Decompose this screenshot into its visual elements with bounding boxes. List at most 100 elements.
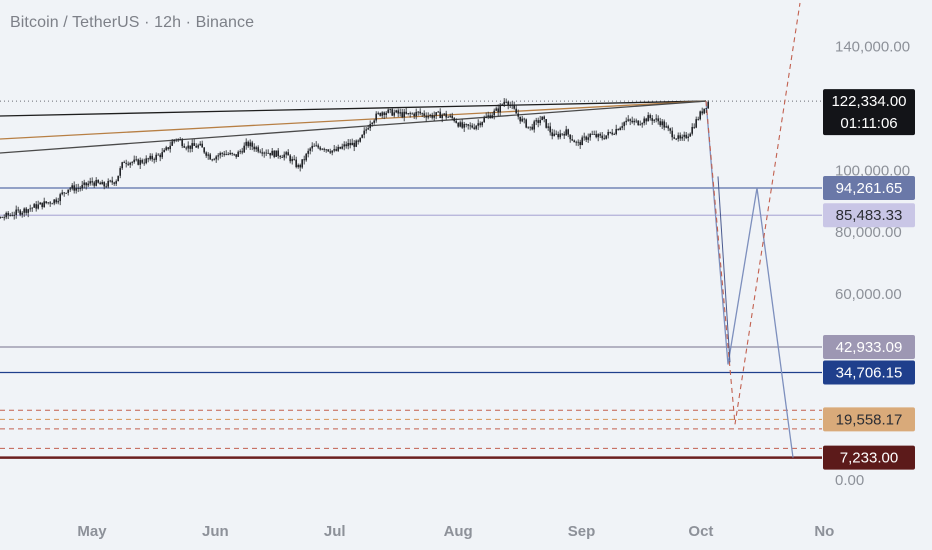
candle-body: [225, 153, 227, 155]
candle-body: [121, 162, 123, 169]
candle-body: [417, 111, 419, 113]
candle-body: [159, 154, 161, 158]
candle-body: [533, 121, 535, 130]
candle-body: [367, 128, 369, 130]
candle-countdown: 01:11:06: [840, 115, 897, 132]
candle-body: [251, 142, 253, 147]
candle-body: [77, 188, 79, 189]
candle-body: [585, 136, 587, 140]
candle-body: [363, 130, 365, 135]
candle-body: [471, 125, 473, 128]
candle-body: [193, 143, 195, 146]
candle-body: [75, 188, 77, 191]
candle-body: [659, 121, 661, 126]
candle-body: [191, 143, 193, 149]
candle-body: [501, 104, 503, 106]
candle-body: [559, 133, 561, 138]
current-price-badge: [823, 89, 915, 136]
candle-body: [413, 113, 415, 117]
candle-body: [181, 140, 183, 147]
candle-body: [323, 148, 325, 150]
candle-body: [289, 155, 291, 162]
candle-body: [311, 145, 313, 149]
candle-body: [117, 175, 119, 182]
candle-body: [255, 147, 257, 150]
candle-body: [23, 208, 25, 213]
candle-body: [347, 142, 349, 147]
candle-body: [691, 126, 693, 134]
candle-body: [607, 131, 609, 136]
candle-body: [13, 214, 15, 216]
candle-body: [175, 139, 177, 141]
candle-body: [9, 215, 11, 216]
candle-body: [281, 157, 283, 158]
candle-body: [35, 204, 37, 209]
candle-body: [307, 150, 309, 154]
candle-body: [73, 185, 75, 191]
candle-body: [517, 113, 519, 117]
candle-body: [47, 202, 49, 204]
candles: [0, 98, 709, 221]
candle-body: [339, 146, 341, 149]
candle-body: [49, 202, 51, 204]
x-axis-tick-label: May: [77, 523, 107, 540]
candle-body: [469, 125, 471, 127]
candle-body: [101, 182, 103, 185]
candle-body: [615, 128, 617, 135]
candle-body: [279, 156, 281, 158]
candle-body: [327, 149, 329, 152]
candle-body: [669, 128, 671, 131]
candle-body: [353, 142, 355, 147]
candle-body: [65, 192, 67, 194]
candle-body: [645, 118, 647, 122]
candle-body: [277, 150, 279, 157]
candle-body: [187, 145, 189, 149]
candle-body: [351, 142, 353, 146]
candle-body: [167, 147, 169, 150]
candle-body: [373, 120, 375, 123]
candle-body: [407, 113, 409, 114]
candle-body: [1, 216, 3, 218]
price-badges: 122,334.00 01:11:06 94,261.65 85,483.33 42,9…: [823, 89, 915, 470]
candle-body: [647, 115, 649, 122]
candle-body: [269, 152, 271, 156]
candle-body: [41, 202, 43, 208]
candle-body: [403, 111, 405, 118]
candle-body: [87, 183, 89, 186]
candle-body: [599, 134, 601, 136]
candle-body: [611, 132, 613, 135]
candle-body: [81, 184, 83, 189]
candle-body: [605, 135, 607, 139]
candle-body: [693, 126, 695, 128]
candle-body: [653, 119, 655, 121]
candle-body: [573, 140, 575, 143]
candle-body: [681, 136, 683, 139]
candle-body: [459, 122, 461, 127]
candle-body: [387, 109, 389, 113]
candle-body: [581, 137, 583, 146]
candle-body: [603, 138, 605, 140]
candle-body: [461, 122, 463, 128]
candle-body: [169, 145, 171, 150]
candle-body: [465, 123, 467, 125]
candle-body: [423, 113, 425, 116]
level-price-badge: [823, 407, 915, 432]
candle-body: [237, 151, 239, 157]
candle-body: [529, 126, 531, 128]
candle-body: [639, 124, 641, 126]
candle-body: [595, 133, 597, 138]
candle-body: [707, 101, 709, 109]
candle-body: [45, 201, 47, 203]
drawings: [0, 2, 801, 458]
candle-body: [291, 158, 293, 162]
candle-body: [395, 110, 397, 113]
candle-body: [103, 182, 105, 187]
candle-body: [429, 114, 431, 116]
candle-body: [123, 162, 125, 164]
level-price-badge-text: 34,706.15: [836, 364, 903, 381]
trendline-gray: [0, 100, 707, 154]
candle-body: [111, 180, 113, 183]
candle-body: [113, 182, 115, 184]
candle-body: [419, 111, 421, 114]
